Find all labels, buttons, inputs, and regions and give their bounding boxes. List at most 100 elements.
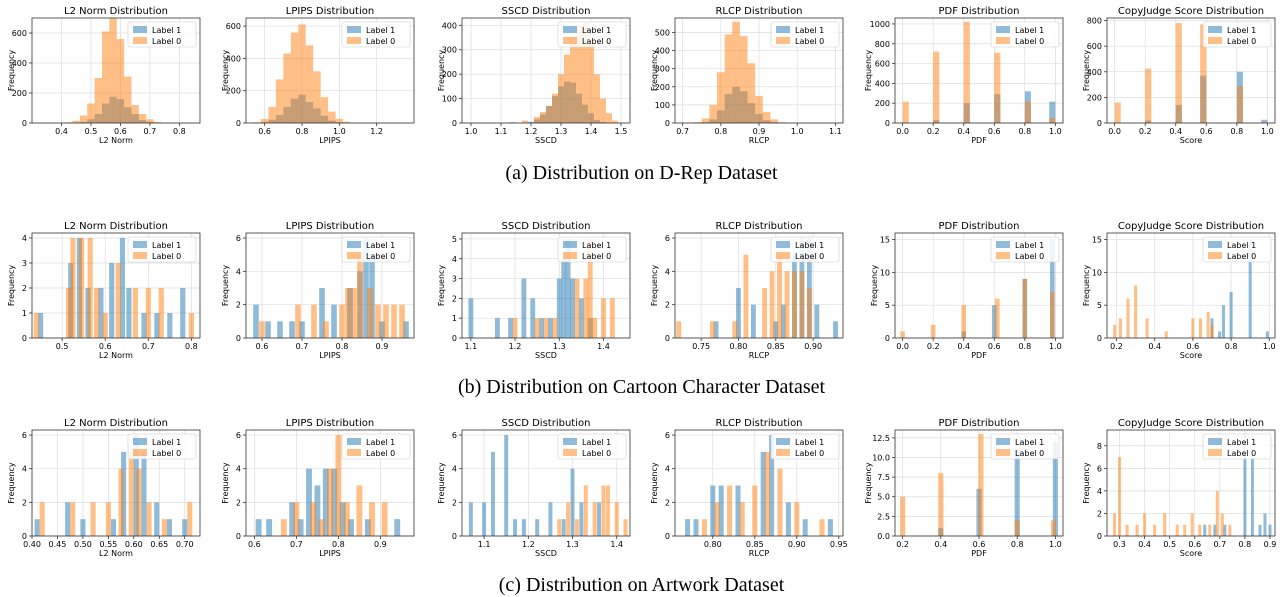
x-tick-label: 0.55 xyxy=(99,540,117,549)
x-tick-label: 0.0 xyxy=(896,342,909,351)
bar-label0 xyxy=(601,298,606,338)
legend-swatch-label0 xyxy=(1208,37,1222,44)
y-tick-label: 15 xyxy=(880,236,890,245)
y-axis-label: Frequency xyxy=(1082,462,1091,504)
x-tick-label: 0.70 xyxy=(176,540,194,549)
bar-label1 xyxy=(167,313,172,338)
legend-label: Label 1 xyxy=(1227,241,1256,250)
x-tick-label: 0.4 xyxy=(55,127,68,136)
bar-label0 xyxy=(1199,318,1202,338)
bar-label0 xyxy=(544,318,549,338)
bar-label0 xyxy=(725,34,733,123)
y-tick-label: 5 xyxy=(452,235,457,244)
bar-label0 xyxy=(592,318,597,338)
legend-swatch-label0 xyxy=(776,37,790,44)
bar-label0 xyxy=(583,279,588,338)
legend-label: Label 0 xyxy=(795,37,824,46)
bar-label0 xyxy=(281,519,287,536)
legend-label: Label 1 xyxy=(152,438,181,447)
bar-label0 xyxy=(938,473,943,536)
bar-label1 xyxy=(1263,513,1266,536)
bar-label0 xyxy=(124,77,131,124)
legend-swatch-label1 xyxy=(563,241,577,248)
legend-swatch-label1 xyxy=(776,26,790,33)
bar-label0 xyxy=(624,519,628,536)
y-tick-label: 10 xyxy=(880,268,890,277)
x-tick-label: 0.75 xyxy=(692,342,710,351)
caption-a: (a) Distribution on D-Rep Dataset xyxy=(0,162,1283,185)
legend-label: Label 0 xyxy=(152,252,181,261)
x-tick-label: 0.2 xyxy=(1110,342,1123,351)
y-tick-label: 100 xyxy=(442,95,457,104)
y-tick-label: 0 xyxy=(236,532,241,541)
legend-swatch-label1 xyxy=(347,438,361,445)
y-tick-label: 0 xyxy=(665,532,670,541)
y-axis-label: Frequency xyxy=(7,462,16,504)
bar-label0 xyxy=(1153,525,1156,536)
x-tick-label: 0.8 xyxy=(185,342,198,351)
bar-label0 xyxy=(714,502,719,536)
bar-label0 xyxy=(570,38,576,123)
y-tick-label: 2 xyxy=(22,498,27,507)
bar-label0 xyxy=(588,42,594,123)
bar-label0 xyxy=(321,97,328,123)
bar-label0 xyxy=(770,119,778,123)
y-tick-label: 500 xyxy=(655,28,670,37)
y-tick-label: 0 xyxy=(1097,119,1102,128)
legend-swatch-label1 xyxy=(133,438,147,445)
bar-label0 xyxy=(1207,312,1210,338)
legend-label: Label 0 xyxy=(795,252,824,261)
y-tick-label: 0 xyxy=(22,532,27,541)
y-tick-label: 3 xyxy=(452,275,457,284)
bar-label0 xyxy=(311,305,317,338)
x-tick-label: 0.4 xyxy=(957,127,970,136)
bar-label1 xyxy=(35,519,40,536)
legend-label: Label 1 xyxy=(366,26,395,35)
bar-label0 xyxy=(336,119,343,123)
x-tick-label: 1.2 xyxy=(522,540,535,549)
x-tick-label: 0.8 xyxy=(332,540,345,549)
bar-label1 xyxy=(571,469,575,536)
bar-label0 xyxy=(327,469,333,536)
bar-label0 xyxy=(116,263,121,338)
bar-label0 xyxy=(903,102,909,123)
bar-label0 xyxy=(762,288,767,338)
bar-label0 xyxy=(1208,525,1211,536)
y-axis-label: Frequency xyxy=(870,265,879,307)
x-axis-label: L2 Norm xyxy=(99,136,133,145)
bar-label0 xyxy=(133,288,138,338)
y-tick-label: 0 xyxy=(22,334,27,343)
caption-b: (b) Distribution on Cartoon Character Da… xyxy=(0,376,1283,399)
y-tick-label: 100 xyxy=(655,101,670,110)
y-tick-label: 6 xyxy=(236,431,241,440)
bar-label0 xyxy=(1216,491,1219,536)
legend-label: Label 0 xyxy=(1227,252,1256,261)
bar-label1 xyxy=(256,519,262,536)
bar-label0 xyxy=(1146,318,1149,338)
bar-label1 xyxy=(833,321,838,338)
bar-label1 xyxy=(561,259,566,338)
bar-label0 xyxy=(1023,279,1028,338)
legend-swatch-label0 xyxy=(996,252,1010,259)
bar-label1 xyxy=(482,502,486,536)
bar-label0 xyxy=(584,486,588,536)
y-tick-label: 4 xyxy=(665,465,670,474)
x-tick-label: 0.3 xyxy=(1113,540,1126,549)
chart-title: L2 Norm Distribution xyxy=(64,418,168,429)
bar-label0 xyxy=(964,22,970,123)
x-tick-label: 0.6 xyxy=(114,127,127,136)
legend-label: Label 0 xyxy=(1015,37,1044,46)
x-axis-label: Score xyxy=(1180,549,1202,558)
x-tick-label: 0.6 xyxy=(1187,342,1200,351)
bar-label1 xyxy=(1218,331,1221,338)
bar-label0 xyxy=(1191,513,1194,536)
y-tick-label: 4 xyxy=(22,465,27,474)
x-tick-label: 0.85 xyxy=(746,540,764,549)
